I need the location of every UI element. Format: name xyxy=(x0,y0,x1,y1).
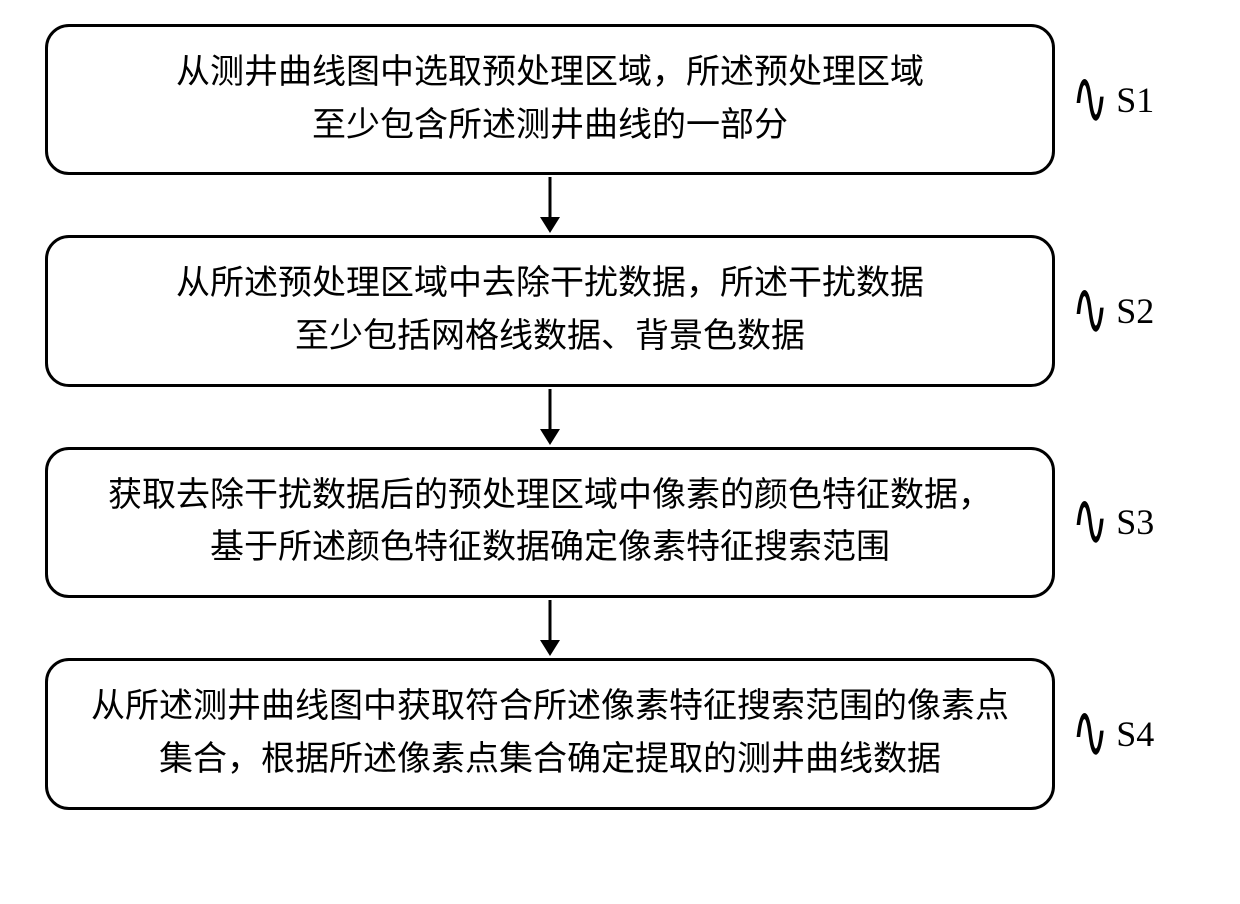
step-label-wrapper: ∿ S4 xyxy=(1070,710,1154,758)
step-label-wrapper: ∿ S2 xyxy=(1070,287,1154,335)
step-box-s1: 从测井曲线图中选取预处理区域，所述预处理区域 至少包含所述测井曲线的一部分 xyxy=(45,24,1055,175)
step-text: 从所述预处理区域中去除干扰数据，所述干扰数据 至少包括网格线数据、背景色数据 xyxy=(78,258,1022,363)
step-line2: 至少包括网格线数据、背景色数据 xyxy=(295,318,805,355)
arrow-down-icon xyxy=(530,387,570,447)
arrow-container xyxy=(45,598,1055,658)
step-box-s2: 从所述预处理区域中去除干扰数据，所述干扰数据 至少包括网格线数据、背景色数据 xyxy=(45,235,1055,386)
step-label-wrapper: ∿ S3 xyxy=(1070,498,1154,546)
step-line2: 基于所述颜色特征数据确定像素特征搜索范围 xyxy=(210,529,890,566)
step-box-s3: 获取去除干扰数据后的预处理区域中像素的颜色特征数据， 基于所述颜色特征数据确定像… xyxy=(45,447,1055,598)
arrow-container xyxy=(45,387,1055,447)
step-label: S1 xyxy=(1116,79,1154,121)
step-box-s4: 从所述测井曲线图中获取符合所述像素特征搜索范围的像素点 集合，根据所述像素点集合… xyxy=(45,658,1055,809)
arrow-container xyxy=(45,175,1055,235)
step-text: 从所述测井曲线图中获取符合所述像素特征搜索范围的像素点 集合，根据所述像素点集合… xyxy=(78,681,1022,786)
step-line2: 集合，根据所述像素点集合确定提取的测井曲线数据 xyxy=(159,741,941,778)
arrow-down-icon xyxy=(530,175,570,235)
step-row: 从所述测井曲线图中获取符合所述像素特征搜索范围的像素点 集合，根据所述像素点集合… xyxy=(45,658,1195,809)
tilde-icon: ∿ xyxy=(1072,273,1108,350)
step-label-wrapper: ∿ S1 xyxy=(1070,76,1154,124)
step-line1: 从所述预处理区域中去除干扰数据，所述干扰数据 xyxy=(176,265,924,302)
step-row: 从测井曲线图中选取预处理区域，所述预处理区域 至少包含所述测井曲线的一部分 ∿ … xyxy=(45,24,1195,175)
step-text: 获取去除干扰数据后的预处理区域中像素的颜色特征数据， 基于所述颜色特征数据确定像… xyxy=(78,470,1022,575)
step-row: 获取去除干扰数据后的预处理区域中像素的颜色特征数据， 基于所述颜色特征数据确定像… xyxy=(45,447,1195,598)
step-row: 从所述预处理区域中去除干扰数据，所述干扰数据 至少包括网格线数据、背景色数据 ∿… xyxy=(45,235,1195,386)
step-line2: 至少包含所述测井曲线的一部分 xyxy=(312,107,788,144)
tilde-icon: ∿ xyxy=(1072,695,1108,772)
arrow-down-icon xyxy=(530,598,570,658)
step-label: S2 xyxy=(1116,290,1154,332)
flowchart: 从测井曲线图中选取预处理区域，所述预处理区域 至少包含所述测井曲线的一部分 ∿ … xyxy=(45,24,1195,810)
step-label: S3 xyxy=(1116,501,1154,543)
step-line1: 从测井曲线图中选取预处理区域，所述预处理区域 xyxy=(176,54,924,91)
tilde-icon: ∿ xyxy=(1072,484,1108,561)
step-label: S4 xyxy=(1116,713,1154,755)
step-line1: 获取去除干扰数据后的预处理区域中像素的颜色特征数据， xyxy=(108,477,992,514)
tilde-icon: ∿ xyxy=(1072,61,1108,138)
step-text: 从测井曲线图中选取预处理区域，所述预处理区域 至少包含所述测井曲线的一部分 xyxy=(78,47,1022,152)
step-line1: 从所述测井曲线图中获取符合所述像素特征搜索范围的像素点 xyxy=(91,688,1009,725)
